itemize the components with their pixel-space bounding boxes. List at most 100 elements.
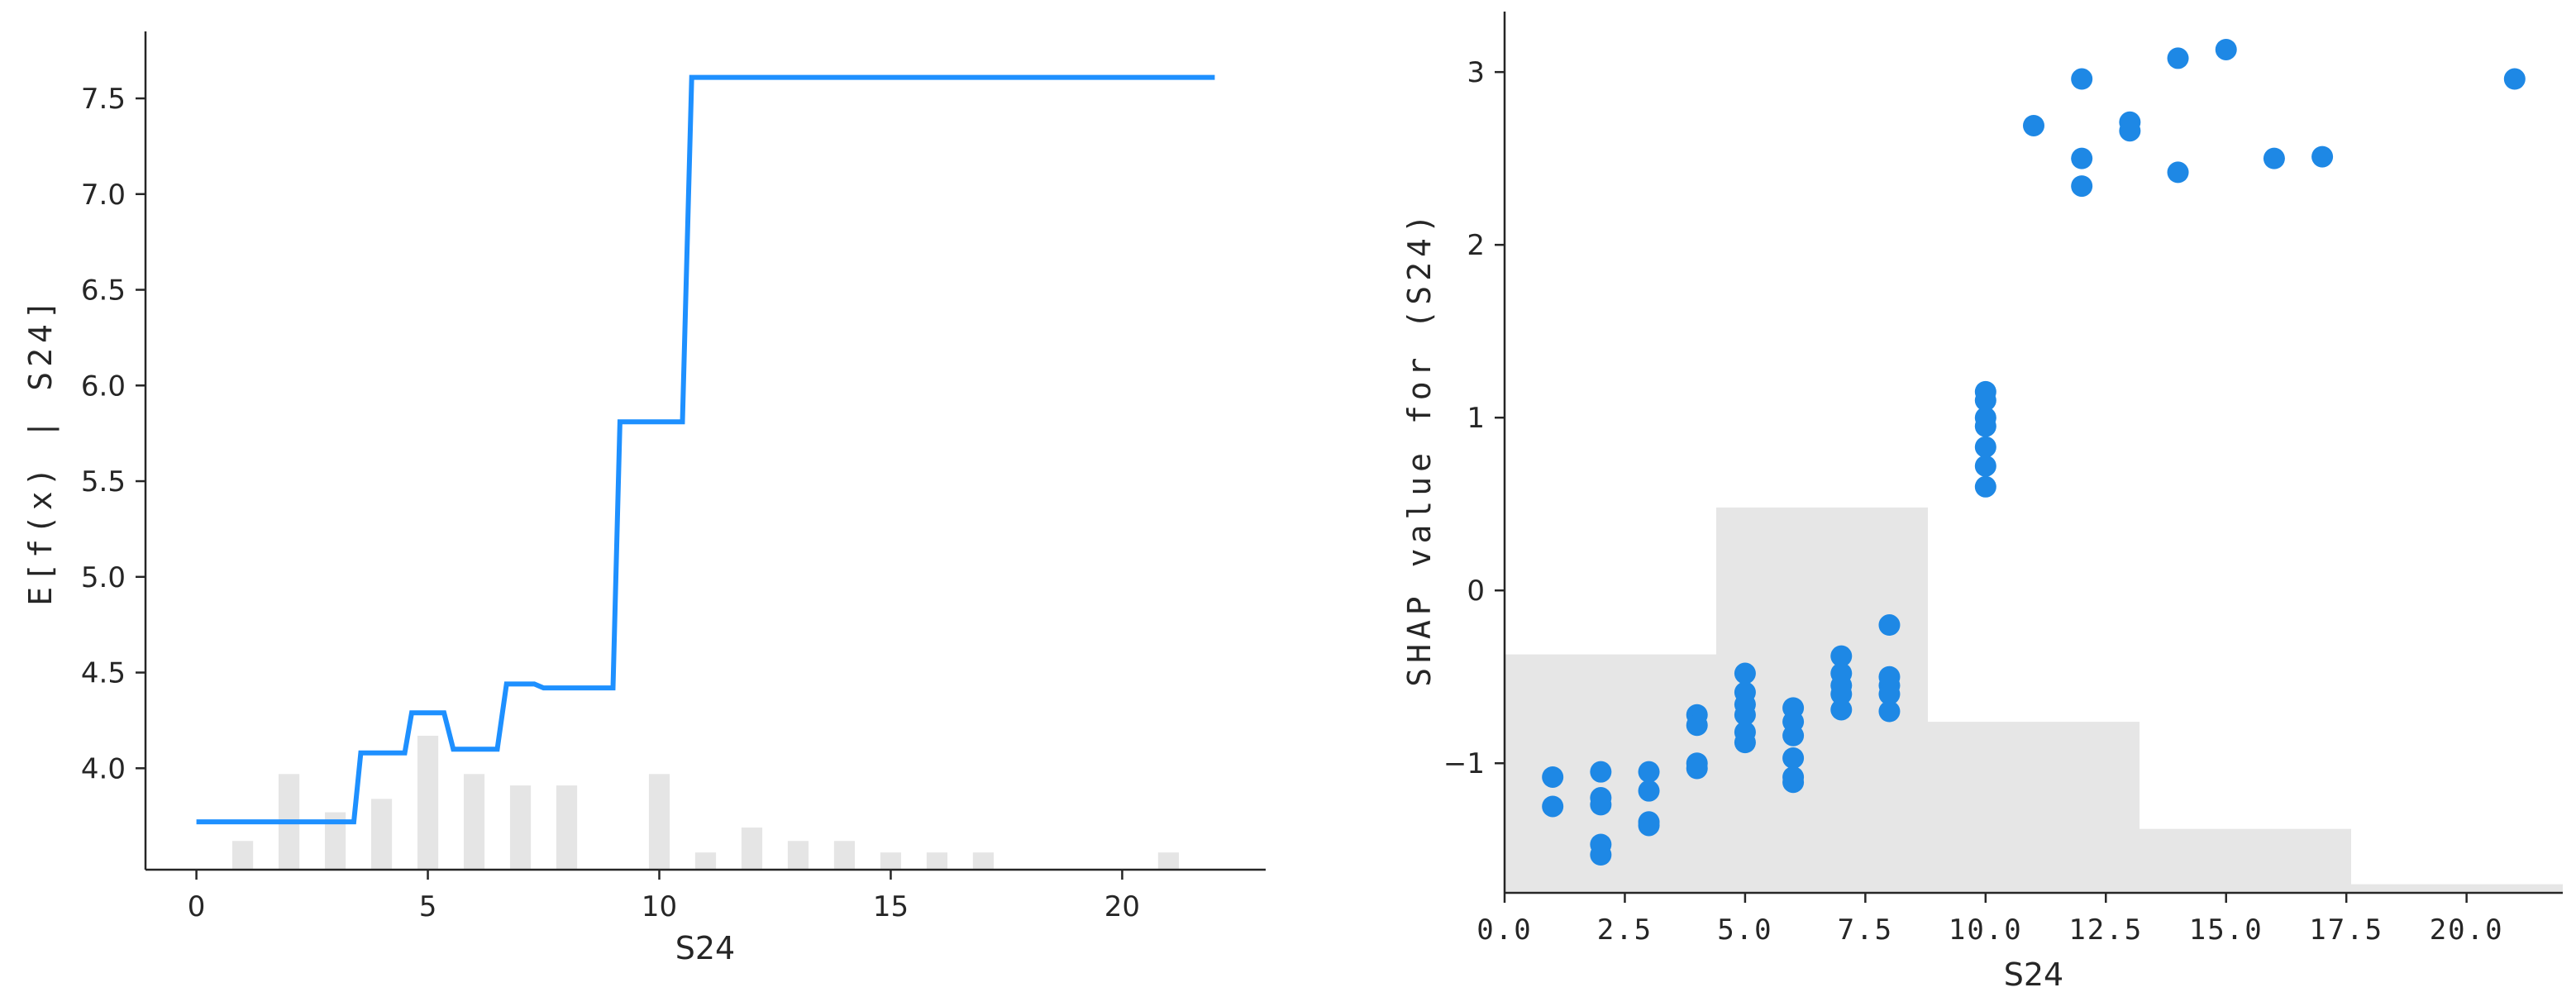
y-tick-label: 7.0 [81, 179, 126, 212]
shap-dependence-chart: 0.0 2.5 5.0 7.5 10.0 12.5 15.0 17.5 20.0 −10123 … [1401, 12, 2563, 993]
shap-point [1974, 389, 1996, 412]
shap-point [1878, 700, 1901, 723]
shap-point [2119, 120, 2141, 142]
histogram-bar [741, 828, 763, 870]
expected-value-line [196, 74, 1215, 825]
shap-point [2215, 38, 2237, 60]
shap-point [1878, 683, 1901, 705]
x-tick-label: 10.0 [1949, 914, 2023, 947]
shap-point [2023, 114, 2044, 136]
y-tick-label: 3 [1467, 56, 1485, 89]
shap-point [2311, 145, 2334, 168]
y-tick-label: 4.5 [81, 657, 126, 690]
histogram-bar [509, 785, 532, 870]
shap-point [1974, 455, 1996, 477]
histogram-bar [1157, 852, 1180, 870]
y-tick-label: 5.5 [81, 465, 126, 498]
shap-point [1734, 704, 1756, 726]
shap-point [1686, 714, 1708, 737]
histogram-step [2140, 828, 2351, 893]
histogram-bar [880, 852, 902, 870]
shap-points [1542, 38, 2526, 866]
shap-point [1590, 844, 1612, 866]
shap-point [1638, 814, 1660, 837]
histogram-step [2351, 884, 2563, 893]
histogram-bar [926, 852, 948, 870]
shap-point [1830, 699, 1853, 721]
histogram-bar [417, 735, 439, 870]
shap-point [1878, 614, 1901, 637]
shap-point [1734, 732, 1756, 754]
shap-point [2263, 147, 2285, 169]
left-y-axis-title: E[f(x) | S24] [22, 295, 60, 605]
histogram-bar [833, 841, 856, 870]
feature-histogram [231, 735, 1180, 870]
histogram-step [1928, 722, 2140, 893]
shap-point [1830, 683, 1853, 705]
shap-point [1734, 662, 1756, 685]
x-tick-label: 0 [188, 890, 206, 923]
histogram-bar [556, 785, 578, 870]
x-tick-label: 5 [419, 890, 437, 923]
x-tick-label: 10 [642, 890, 677, 923]
x-tick-label: 12.5 [2068, 914, 2143, 947]
left-y-ticks: 4.0 4.5 5.0 5.5 6.0 6.5 7.0 7.5 [81, 83, 145, 785]
right-y-axis-title: SHAP value for (S24) [1401, 209, 1438, 687]
partial-dependence-chart: 0 5 10 15 20 4.0 4.5 5.0 5.5 6.0 6.5 7.0 7.5 S24 E[… [22, 31, 1266, 966]
shap-point [1974, 415, 1996, 437]
shap-point [1782, 771, 1805, 794]
x-tick-label: 0.0 [1476, 914, 1532, 947]
feature-histogram-steps [1505, 507, 2563, 893]
shap-point [1542, 766, 1564, 788]
y-tick-label: 4.0 [81, 752, 126, 785]
y-tick-label: 5.0 [81, 561, 126, 594]
y-tick-label: 6.0 [81, 370, 126, 403]
shap-point [2071, 147, 2093, 169]
histogram-bar [370, 799, 393, 870]
left-x-axis-title: S24 [675, 930, 735, 966]
histogram-bar [787, 841, 809, 870]
x-tick-label: 7.5 [1838, 914, 1893, 947]
histogram-bar [694, 852, 717, 870]
shap-point [1830, 645, 1853, 667]
y-tick-label: 0 [1467, 575, 1485, 608]
right-y-ticks: −1 0 1 2 3 [1443, 56, 1505, 780]
histogram-bar [463, 774, 485, 870]
x-tick-label: 2.5 [1597, 914, 1653, 947]
shap-point [1590, 794, 1612, 816]
shap-point [2071, 68, 2093, 90]
y-tick-label: −1 [1443, 747, 1485, 780]
shap-point [1974, 436, 1996, 458]
x-tick-label: 20.0 [2430, 914, 2504, 947]
right-axes [1503, 12, 2563, 894]
shap-point [2167, 161, 2189, 184]
shap-point [1974, 475, 1996, 498]
x-tick-label: 20 [1104, 890, 1140, 923]
y-tick-label: 6.5 [81, 274, 126, 308]
histogram-bar [231, 841, 254, 870]
shap-point [1590, 761, 1612, 783]
right-x-ticks: 0.0 2.5 5.0 7.5 10.0 12.5 15.0 17.5 20.0 [1476, 893, 2504, 947]
x-tick-label: 17.5 [2309, 914, 2383, 947]
shap-point [1542, 795, 1564, 818]
x-tick-label: 5.0 [1717, 914, 1772, 947]
x-tick-label: 15.0 [2189, 914, 2264, 947]
y-tick-label: 2 [1467, 229, 1485, 262]
shap-point [2503, 68, 2526, 90]
shap-point [1782, 724, 1805, 747]
histogram-bar [972, 852, 995, 870]
shap-point [2167, 47, 2189, 69]
right-x-axis-title: S24 [2004, 956, 2063, 993]
shap-point [1686, 757, 1708, 780]
shap-point [2071, 175, 2093, 198]
y-tick-label: 1 [1467, 402, 1485, 435]
shap-point [1782, 747, 1805, 769]
left-axes [144, 31, 1266, 871]
y-tick-label: 7.5 [81, 83, 126, 116]
x-tick-label: 15 [873, 890, 909, 923]
shap-point [1638, 780, 1660, 802]
left-x-ticks: 0 5 10 15 20 [188, 870, 1140, 923]
histogram-bar [648, 774, 670, 870]
shap-point [1638, 761, 1660, 783]
